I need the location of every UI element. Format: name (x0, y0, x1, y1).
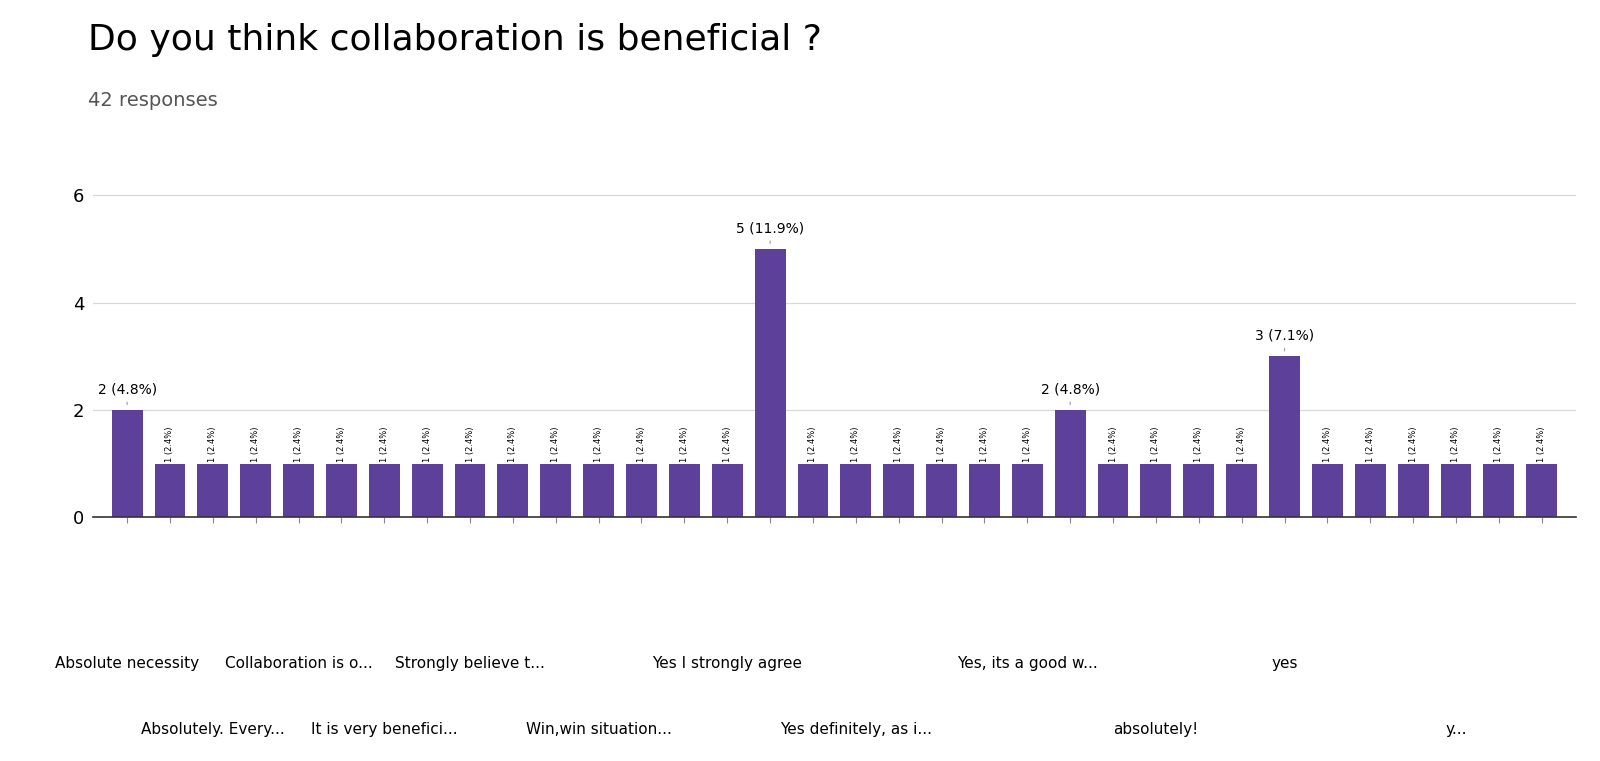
Bar (197, 463, 229, 517)
Text: Collaboration is o...: Collaboration is o... (224, 656, 373, 671)
Text: 1 (2.4%): 1 (2.4%) (208, 426, 218, 462)
Text: yes: yes (1272, 656, 1298, 671)
Text: 1 (2.4%): 1 (2.4%) (251, 426, 261, 462)
Bar (1398, 463, 1429, 517)
Text: Yes, its a good w...: Yes, its a good w... (957, 656, 1098, 671)
Text: It is very benefici...: It is very benefici... (310, 722, 458, 737)
Bar (712, 463, 742, 517)
Bar (1226, 463, 1258, 517)
Text: Win,win situation...: Win,win situation... (526, 722, 672, 737)
Bar (370, 463, 400, 517)
Text: 2 (4.8%): 2 (4.8%) (98, 383, 157, 405)
Text: 3 (7.1%): 3 (7.1%) (1254, 329, 1314, 351)
Bar (1054, 410, 1086, 517)
Text: 1 (2.4%): 1 (2.4%) (938, 426, 946, 462)
Text: 1 (2.4%): 1 (2.4%) (851, 426, 861, 462)
Bar (411, 463, 443, 517)
Bar (626, 463, 658, 517)
Bar (582, 463, 614, 517)
Text: 1 (2.4%): 1 (2.4%) (1237, 426, 1246, 462)
Text: 1 (2.4%): 1 (2.4%) (1408, 426, 1418, 462)
Text: 1 (2.4%): 1 (2.4%) (1109, 426, 1117, 462)
Bar (883, 463, 914, 517)
Text: 1 (2.4%): 1 (2.4%) (723, 426, 731, 462)
Text: 1 (2.4%): 1 (2.4%) (979, 426, 989, 462)
Bar (283, 463, 314, 517)
Text: 1 (2.4%): 1 (2.4%) (1194, 426, 1203, 462)
Bar (1312, 463, 1342, 517)
Text: Do you think collaboration is beneficial ?: Do you think collaboration is beneficial… (88, 23, 822, 57)
Text: 5 (11.9%): 5 (11.9%) (736, 221, 805, 244)
Text: 1 (2.4%): 1 (2.4%) (379, 426, 389, 462)
Text: 1 (2.4%): 1 (2.4%) (1538, 426, 1546, 462)
Text: Absolute necessity: Absolute necessity (54, 656, 198, 671)
Bar (797, 463, 829, 517)
Text: 1 (2.4%): 1 (2.4%) (294, 426, 302, 462)
Text: 1 (2.4%): 1 (2.4%) (165, 426, 174, 462)
Text: 1 (2.4%): 1 (2.4%) (637, 426, 646, 462)
Bar (1011, 463, 1043, 517)
Text: 1 (2.4%): 1 (2.4%) (1451, 426, 1461, 462)
Text: 1 (2.4%): 1 (2.4%) (466, 426, 475, 462)
Text: Yes I strongly agree: Yes I strongly agree (653, 656, 802, 671)
Text: 1 (2.4%): 1 (2.4%) (552, 426, 560, 462)
Text: 1 (2.4%): 1 (2.4%) (1494, 426, 1504, 462)
Bar (1269, 356, 1299, 517)
Text: 1 (2.4%): 1 (2.4%) (894, 426, 904, 462)
Text: 1 (2.4%): 1 (2.4%) (422, 426, 432, 462)
Bar (1184, 463, 1214, 517)
Bar (1440, 463, 1472, 517)
Text: 1 (2.4%): 1 (2.4%) (808, 426, 818, 462)
Bar (1098, 463, 1128, 517)
Text: 1 (2.4%): 1 (2.4%) (1323, 426, 1331, 462)
Bar (840, 463, 872, 517)
Bar (240, 463, 270, 517)
Bar (155, 463, 186, 517)
Bar (498, 463, 528, 517)
Bar (541, 463, 571, 517)
Text: 1 (2.4%): 1 (2.4%) (594, 426, 603, 462)
Text: y...: y... (1445, 722, 1467, 737)
Bar (1355, 463, 1386, 517)
Text: 1 (2.4%): 1 (2.4%) (680, 426, 690, 462)
Bar (454, 463, 485, 517)
Text: Strongly believe t...: Strongly believe t... (395, 656, 546, 671)
Bar (669, 463, 699, 517)
Text: 1 (2.4%): 1 (2.4%) (1022, 426, 1032, 462)
Bar (1483, 463, 1514, 517)
Text: absolutely!: absolutely! (1114, 722, 1198, 737)
Text: 42 responses: 42 responses (88, 91, 218, 110)
Bar (326, 463, 357, 517)
Text: 1 (2.4%): 1 (2.4%) (1366, 426, 1374, 462)
Bar (1141, 463, 1171, 517)
Text: 2 (4.8%): 2 (4.8%) (1040, 383, 1099, 405)
Bar (112, 410, 142, 517)
Text: 1 (2.4%): 1 (2.4%) (1152, 426, 1160, 462)
Text: 1 (2.4%): 1 (2.4%) (338, 426, 346, 462)
Text: Absolutely. Every...: Absolutely. Every... (141, 722, 285, 737)
Text: 1 (2.4%): 1 (2.4%) (509, 426, 517, 462)
Bar (926, 463, 957, 517)
Text: Yes definitely, as i...: Yes definitely, as i... (779, 722, 931, 737)
Bar (1526, 463, 1557, 517)
Bar (755, 249, 786, 517)
Bar (970, 463, 1000, 517)
